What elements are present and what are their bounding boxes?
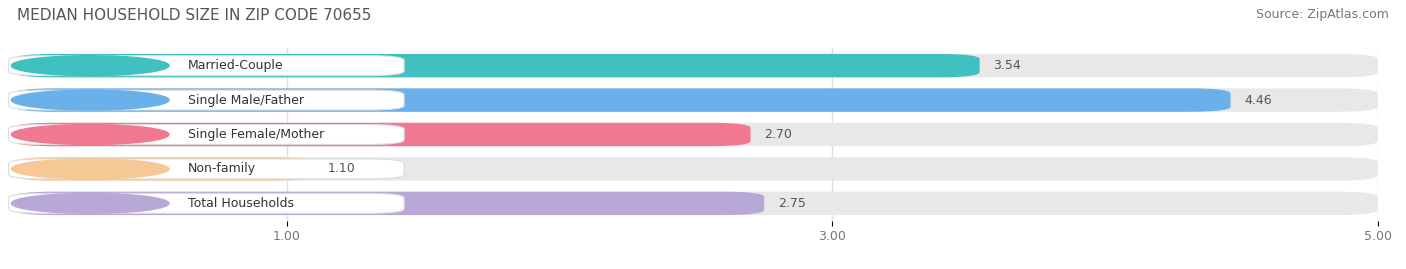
Text: 4.46: 4.46: [1244, 94, 1272, 107]
Text: 2.70: 2.70: [765, 128, 792, 141]
FancyBboxPatch shape: [14, 88, 1230, 112]
FancyBboxPatch shape: [14, 157, 314, 181]
Circle shape: [11, 56, 169, 76]
FancyBboxPatch shape: [14, 192, 1378, 215]
Text: Total Households: Total Households: [188, 197, 294, 210]
Text: 2.75: 2.75: [778, 197, 806, 210]
FancyBboxPatch shape: [14, 88, 1378, 112]
Text: 1.10: 1.10: [328, 162, 356, 175]
Text: Single Male/Father: Single Male/Father: [188, 94, 304, 107]
Circle shape: [11, 90, 169, 110]
FancyBboxPatch shape: [14, 123, 1378, 146]
Text: 3.54: 3.54: [993, 59, 1021, 72]
FancyBboxPatch shape: [14, 192, 765, 215]
Circle shape: [11, 159, 169, 179]
Circle shape: [11, 125, 169, 144]
FancyBboxPatch shape: [14, 123, 751, 146]
FancyBboxPatch shape: [8, 56, 404, 76]
FancyBboxPatch shape: [8, 159, 404, 179]
FancyBboxPatch shape: [8, 125, 404, 144]
Circle shape: [11, 193, 169, 213]
Text: Non-family: Non-family: [188, 162, 256, 175]
FancyBboxPatch shape: [14, 54, 1378, 77]
Text: Married-Couple: Married-Couple: [188, 59, 284, 72]
FancyBboxPatch shape: [8, 193, 404, 213]
Text: Single Female/Mother: Single Female/Mother: [188, 128, 325, 141]
Text: MEDIAN HOUSEHOLD SIZE IN ZIP CODE 70655: MEDIAN HOUSEHOLD SIZE IN ZIP CODE 70655: [17, 8, 371, 23]
FancyBboxPatch shape: [14, 54, 980, 77]
FancyBboxPatch shape: [14, 157, 1378, 181]
FancyBboxPatch shape: [8, 90, 404, 110]
Text: Source: ZipAtlas.com: Source: ZipAtlas.com: [1256, 8, 1389, 21]
